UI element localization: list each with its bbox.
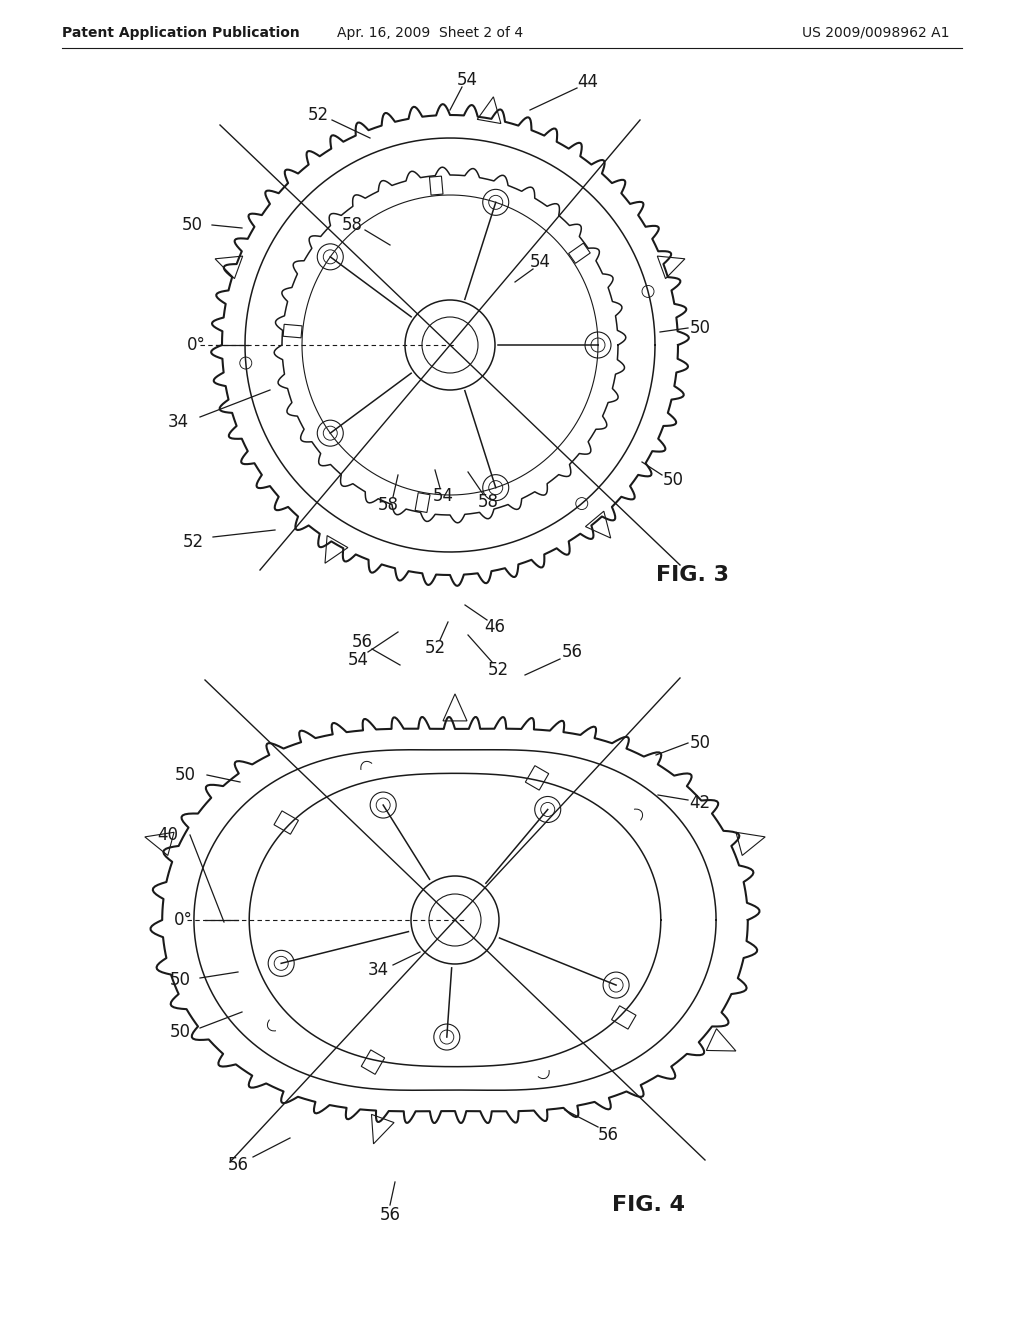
Text: 54: 54 xyxy=(432,487,454,506)
Text: 56: 56 xyxy=(380,1206,400,1224)
Text: US 2009/0098962 A1: US 2009/0098962 A1 xyxy=(803,26,950,40)
Text: 34: 34 xyxy=(368,961,388,979)
Text: 54: 54 xyxy=(529,253,551,271)
Text: 50: 50 xyxy=(181,216,203,234)
Text: 34: 34 xyxy=(168,413,188,432)
Text: 58: 58 xyxy=(378,496,398,513)
Text: 0°: 0° xyxy=(173,911,193,929)
Text: FIG. 3: FIG. 3 xyxy=(656,565,729,585)
Text: 52: 52 xyxy=(307,106,329,124)
Text: 50: 50 xyxy=(689,319,711,337)
Text: Apr. 16, 2009  Sheet 2 of 4: Apr. 16, 2009 Sheet 2 of 4 xyxy=(337,26,523,40)
Text: 50: 50 xyxy=(663,471,683,488)
Text: 40: 40 xyxy=(158,826,178,843)
Text: 52: 52 xyxy=(487,661,509,678)
Text: 46: 46 xyxy=(484,618,506,636)
Text: 50: 50 xyxy=(689,734,711,752)
Text: 44: 44 xyxy=(578,73,598,91)
Text: 56: 56 xyxy=(351,634,373,651)
Text: 52: 52 xyxy=(424,639,445,657)
Text: 42: 42 xyxy=(689,795,711,812)
Text: 56: 56 xyxy=(561,643,583,661)
Text: 52: 52 xyxy=(182,533,204,550)
Text: 54: 54 xyxy=(457,71,477,88)
Text: 50: 50 xyxy=(170,1023,190,1041)
Text: 50: 50 xyxy=(170,972,190,989)
Text: 50: 50 xyxy=(174,766,196,784)
Text: 58: 58 xyxy=(341,216,362,234)
Text: Patent Application Publication: Patent Application Publication xyxy=(62,26,300,40)
Text: 54: 54 xyxy=(347,651,369,669)
Text: 56: 56 xyxy=(227,1156,249,1173)
Text: FIG. 4: FIG. 4 xyxy=(611,1195,684,1214)
Text: 56: 56 xyxy=(597,1126,618,1144)
Text: 0°: 0° xyxy=(186,337,206,354)
Text: 58: 58 xyxy=(477,492,499,511)
